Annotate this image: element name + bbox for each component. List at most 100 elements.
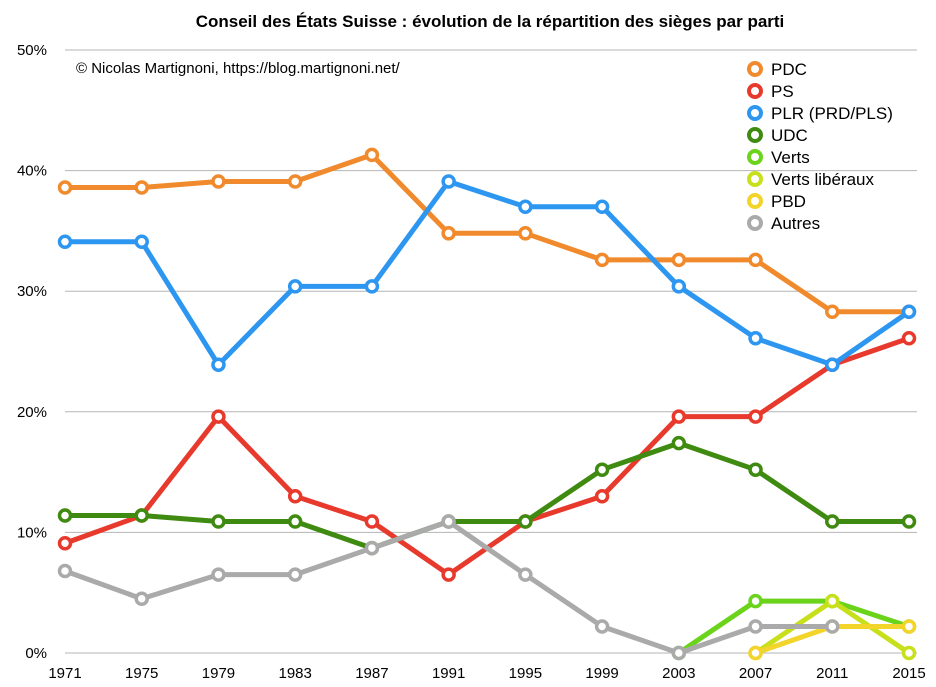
- legend-marker: [747, 105, 763, 121]
- legend-marker: [747, 149, 763, 165]
- x-tick-label: 1991: [432, 665, 465, 682]
- data-point: [901, 645, 917, 661]
- data-point: [594, 619, 610, 634]
- series-line: [62, 335, 912, 578]
- data-point: [594, 488, 610, 504]
- data-point: [287, 567, 303, 582]
- data-point: [211, 514, 226, 529]
- data-point: [134, 180, 149, 195]
- data-point: [57, 536, 73, 551]
- data-point: [748, 330, 763, 346]
- series-line: [62, 178, 912, 368]
- series-line: [676, 598, 912, 656]
- y-axis: 0% 10% 20% 30% 40% 50%: [17, 42, 47, 662]
- data-point: [134, 234, 149, 250]
- data-point: [364, 514, 380, 529]
- data-point: [748, 252, 763, 268]
- y-tick-label: 0%: [25, 645, 47, 662]
- series-udc: [57, 435, 917, 556]
- data-point: [364, 279, 380, 294]
- legend-label: Verts: [771, 148, 810, 167]
- data-point: [441, 226, 456, 241]
- data-point: [287, 514, 303, 529]
- data-point: [441, 514, 456, 529]
- data-point: [901, 514, 917, 529]
- data-point: [134, 508, 149, 523]
- legend-label: UDC: [771, 126, 808, 145]
- data-point: [748, 645, 763, 661]
- data-point: [441, 174, 456, 189]
- data-point: [57, 563, 73, 579]
- series-line: [62, 440, 912, 551]
- data-point: [748, 619, 763, 634]
- data-point: [57, 234, 73, 250]
- y-tick-label: 30%: [17, 283, 47, 300]
- data-point: [211, 409, 226, 424]
- data-point: [825, 619, 840, 634]
- legend-marker: [747, 83, 763, 99]
- x-tick-label: 1987: [355, 665, 388, 682]
- series-line: [62, 152, 912, 315]
- data-point: [671, 252, 687, 268]
- data-point: [825, 593, 840, 609]
- y-tick-label: 10%: [17, 524, 47, 541]
- legend-label: PLR (PRD/PLS): [771, 104, 893, 123]
- legend-marker: [747, 61, 763, 77]
- x-tick-label: 1979: [202, 665, 235, 682]
- legend-label: PS: [771, 82, 794, 101]
- data-point: [211, 357, 226, 373]
- legend-label: Verts libéraux: [771, 170, 874, 189]
- series-pdc: [57, 147, 917, 319]
- data-point: [748, 593, 763, 609]
- data-point: [825, 357, 840, 373]
- data-point: [671, 279, 687, 294]
- legend-marker: [747, 127, 763, 143]
- legend-label: PBD: [771, 192, 806, 211]
- data-point: [287, 279, 303, 294]
- data-point: [211, 174, 226, 189]
- x-tick-label: 2011: [816, 665, 848, 682]
- y-tick-label: 20%: [17, 404, 47, 421]
- legend-marker: [747, 171, 763, 187]
- data-point: [594, 462, 610, 477]
- legend-marker: [747, 193, 763, 209]
- data-point: [825, 514, 840, 529]
- chart-title: Conseil des États Suisse : évolution de …: [196, 12, 785, 31]
- data-point: [671, 645, 687, 661]
- series-ps: [57, 330, 917, 582]
- x-tick-label: 1971: [48, 665, 81, 682]
- data-point: [825, 304, 840, 319]
- data-point: [57, 180, 73, 195]
- credit-text: © Nicolas Martignoni, https://blog.marti…: [76, 60, 401, 77]
- x-tick-label: 1983: [278, 665, 311, 682]
- data-point: [594, 252, 610, 268]
- data-point: [518, 514, 533, 529]
- data-point: [901, 304, 917, 319]
- data-point: [57, 508, 73, 523]
- data-point: [901, 330, 917, 346]
- x-tick-label: 1975: [125, 665, 158, 682]
- data-point: [441, 567, 456, 582]
- data-point: [671, 435, 687, 451]
- gridlines: [65, 49, 917, 654]
- series-line: [62, 519, 835, 656]
- series-lines: [57, 147, 917, 661]
- series-plr-prd-pls: [57, 174, 917, 373]
- data-point: [594, 199, 610, 215]
- data-point: [134, 591, 149, 606]
- data-point: [671, 409, 687, 424]
- series-autres: [57, 514, 840, 661]
- legend-marker: [747, 215, 763, 231]
- data-point: [287, 174, 303, 189]
- data-point: [518, 226, 533, 241]
- x-tick-label: 2003: [662, 665, 695, 682]
- x-axis: 1971 1975 1979 1983 1987 1991 1995 1999 2003 2007…: [48, 665, 925, 682]
- legend-label: Autres: [771, 214, 820, 233]
- data-point: [364, 147, 380, 163]
- data-point: [287, 488, 303, 504]
- data-point: [901, 619, 917, 634]
- data-point: [211, 567, 226, 582]
- data-point: [748, 409, 763, 424]
- x-tick-label: 1999: [585, 665, 618, 682]
